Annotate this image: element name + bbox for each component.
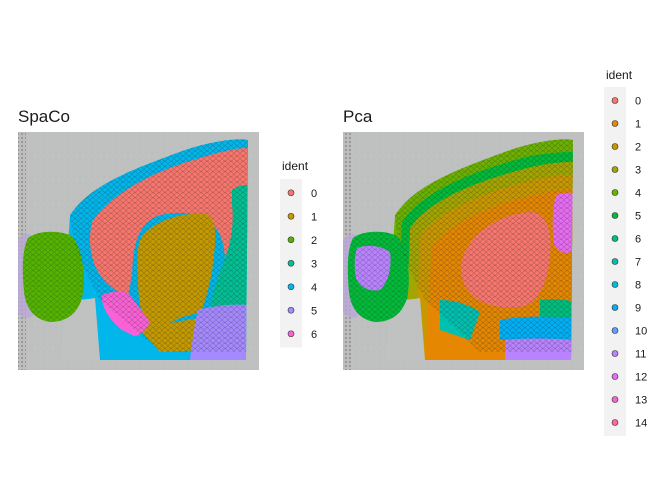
pca-legend-label-11: 11 (635, 349, 646, 361)
spaco-legend-label-2: 2 (311, 235, 317, 247)
pca-legend-label-10: 10 (635, 326, 647, 338)
pca-legend-label-9: 9 (635, 303, 641, 315)
pca-legend-key-11 (611, 350, 619, 357)
pca-legend-key-12 (611, 373, 619, 380)
pca-legend-key-10 (611, 327, 619, 334)
pca-legend-label-1: 1 (635, 119, 641, 131)
pca-legend-label-13: 13 (635, 395, 647, 407)
pca-legend-label-12: 12 (635, 372, 647, 384)
pca-legend-label-3: 3 (635, 165, 641, 177)
spaco-legend-key-3 (287, 259, 295, 267)
pca-title: Pca (343, 107, 373, 126)
spaco-legend-key-5 (287, 306, 295, 314)
spaco-panel: SpaCo (18, 107, 259, 370)
pca-legend-key-13 (611, 396, 619, 403)
spaco-legend: ident 0 1 2 3 4 5 6 (280, 159, 317, 348)
spaco-title: SpaCo (18, 107, 70, 126)
pca-spot-overlay-left (347, 231, 409, 322)
pca-legend-key-7 (611, 258, 619, 265)
spaco-legend-key-1 (287, 212, 295, 220)
pca-legend-key-5 (611, 212, 619, 219)
pca-legend-key-9 (611, 304, 619, 311)
pca-legend-key-14 (611, 419, 619, 426)
pca-legend-title: ident (606, 68, 633, 82)
pca-legend-key-4 (611, 189, 619, 196)
spaco-legend-label-6: 6 (311, 329, 317, 341)
spaco-legend-label-4: 4 (311, 282, 317, 294)
spaco-legend-key-4 (287, 283, 295, 291)
spaco-legend-key-2 (287, 236, 295, 244)
pca-legend-label-14: 14 (635, 418, 647, 430)
spaco-legend-label-5: 5 (311, 305, 317, 317)
pca-legend-label-5: 5 (635, 211, 641, 223)
pca-legend-label-0: 0 (635, 96, 641, 108)
spaco-legend-label-3: 3 (311, 258, 317, 270)
pca-legend-label-6: 6 (635, 234, 641, 246)
spaco-legend-title: ident (282, 159, 309, 173)
pca-legend-label-2: 2 (635, 142, 641, 154)
pca-spot-overlay (395, 139, 573, 352)
spaco-spot-overlay (70, 139, 248, 352)
pca-legend-key-0 (611, 97, 619, 104)
spaco-legend-label-0: 0 (311, 188, 317, 200)
pca-panel: Pca (343, 107, 584, 370)
pca-legend-key-3 (611, 166, 619, 173)
spaco-spot-overlay-left (22, 231, 84, 322)
pca-legend-key-2 (611, 143, 619, 150)
pca-legend-label-7: 7 (635, 257, 641, 269)
spaco-legend-label-1: 1 (311, 211, 317, 223)
pca-legend-label-8: 8 (635, 280, 641, 292)
pca-legend-key-1 (611, 120, 619, 127)
spaco-legend-key-0 (287, 189, 295, 197)
pca-legend-key-6 (611, 235, 619, 242)
pca-legend-label-4: 4 (635, 188, 641, 200)
spaco-legend-key-6 (287, 330, 295, 338)
pca-legend-key-8 (611, 281, 619, 288)
